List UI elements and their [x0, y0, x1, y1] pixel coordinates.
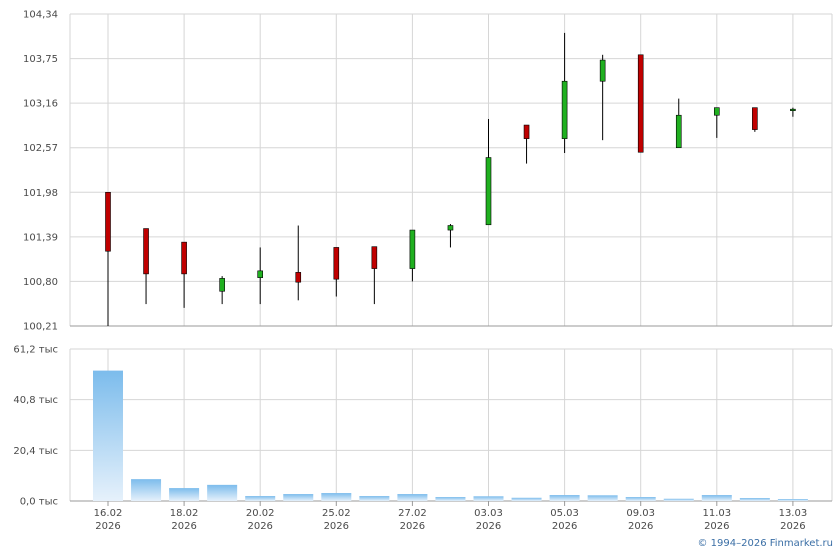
- volume-ytick-label: 61,2 тыс: [13, 345, 58, 356]
- volume-bar: [245, 496, 276, 501]
- price-ytick-label: 104,34: [23, 10, 58, 21]
- candle-up: [790, 108, 796, 111]
- x-tick-year: 2026: [552, 521, 577, 532]
- volume-bar: [739, 498, 770, 501]
- candle-up: [409, 229, 416, 269]
- volume-bar: [131, 479, 162, 501]
- volume-bar: [435, 497, 466, 501]
- price-ytick-label: 103,16: [23, 99, 58, 110]
- candle-up: [219, 278, 225, 292]
- candle-up: [447, 225, 454, 231]
- x-tick-date: 25.02: [322, 508, 351, 519]
- candle-down: [295, 272, 302, 283]
- candle-down: [637, 54, 644, 153]
- price-ytick-label: 100,80: [23, 277, 58, 288]
- volume-ytick-label: 0,0 тыс: [20, 497, 58, 508]
- x-tick-year: 2026: [171, 521, 196, 532]
- volume-bar: [625, 497, 656, 501]
- candle-up: [599, 59, 606, 82]
- volume-bar: [321, 493, 352, 501]
- x-tick-date: 20.02: [246, 508, 275, 519]
- price-ytick-label: 103,75: [23, 54, 58, 65]
- x-tick-year: 2026: [400, 521, 425, 532]
- volume-bar: [207, 484, 238, 501]
- price-ytick-label: 102,57: [23, 143, 58, 154]
- volume-bar: [473, 496, 504, 501]
- price-ytick-label: 100,21: [23, 322, 58, 333]
- volume-bar: [663, 498, 694, 501]
- x-tick-date: 13.03: [779, 508, 808, 519]
- x-tick-year: 2026: [628, 521, 653, 532]
- price-ytick-label: 101,39: [23, 232, 58, 243]
- x-tick-year: 2026: [780, 521, 805, 532]
- volume-bar: [587, 495, 618, 501]
- candle-down: [371, 246, 378, 269]
- candle-down: [143, 228, 149, 275]
- volume-bar: [549, 495, 580, 501]
- x-axis: 16.02 2026 18.02 2026 20.02 2026 25.02 2026 27.0…: [94, 501, 808, 532]
- candle-up: [675, 114, 682, 149]
- candle-down: [181, 241, 187, 275]
- volume-bar: [511, 497, 542, 501]
- volume-bar: [777, 499, 808, 501]
- volume-ytick-label: 40,8 тыс: [13, 395, 58, 406]
- x-tick-year: 2026: [324, 521, 349, 532]
- volume-ytick-label: 20,4 тыс: [13, 446, 58, 457]
- volume-bar: [283, 494, 314, 501]
- candle-up: [561, 80, 568, 139]
- volume-bar: [359, 496, 390, 501]
- price-ytick-label: 101,98: [23, 188, 58, 199]
- x-tick-date: 11.03: [702, 508, 731, 519]
- candle-up: [257, 270, 264, 278]
- volume-panel: 61,2 тыс 40,8 тыс 20,4 тыс 0,0 тыс: [13, 345, 833, 508]
- volume-bar: [93, 370, 123, 501]
- volume-bar: [397, 494, 428, 501]
- x-tick-date: 27.02: [398, 508, 427, 519]
- x-tick-date: 09.03: [626, 508, 655, 519]
- x-tick-year: 2026: [247, 521, 272, 532]
- price-panel: 104,34 103,75 103,16 102,57 101,98 101,39 100,…: [23, 10, 833, 333]
- x-tick-year: 2026: [95, 521, 120, 532]
- copyright-text[interactable]: © 1994–2026 Finmarket.ru: [697, 538, 833, 549]
- x-tick-date: 03.03: [474, 508, 503, 519]
- candle-down: [105, 191, 111, 252]
- x-tick-year: 2026: [476, 521, 501, 532]
- x-tick-date: 16.02: [94, 508, 123, 519]
- candle-down: [333, 247, 340, 280]
- candle-up: [485, 157, 492, 226]
- volume-bar: [169, 488, 200, 501]
- candle-down: [752, 107, 758, 130]
- volume-bar: [701, 495, 732, 501]
- candle-down: [523, 124, 530, 139]
- x-tick-date: 05.03: [550, 508, 579, 519]
- x-tick-year: 2026: [704, 521, 729, 532]
- x-tick-date: 18.02: [170, 508, 199, 519]
- candle-up: [713, 107, 720, 116]
